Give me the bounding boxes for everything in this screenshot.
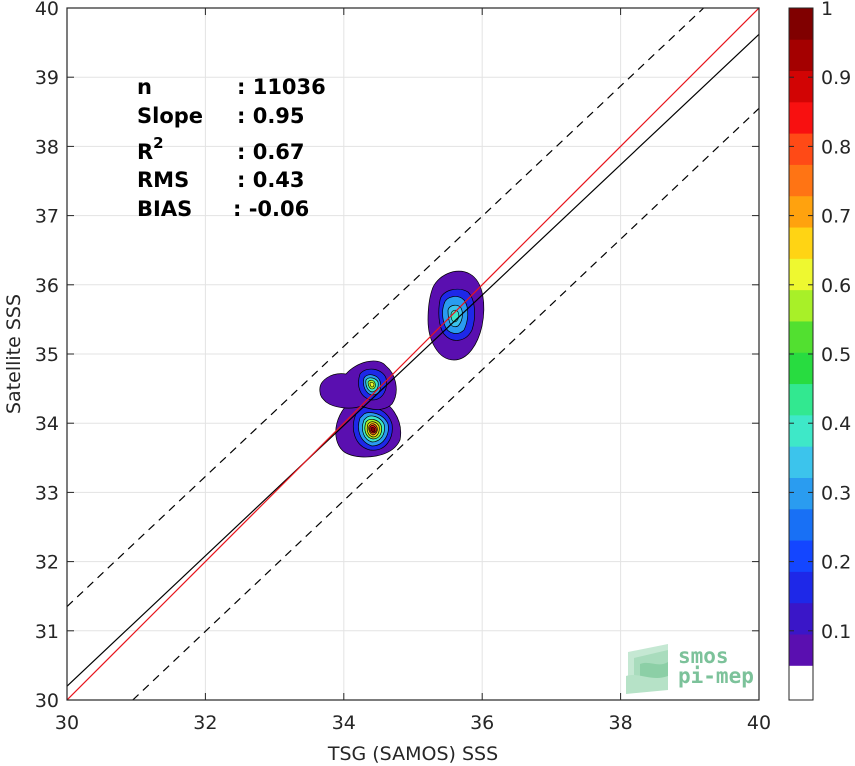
colorbar-segment [789,195,813,228]
colorbar-segment [789,101,813,134]
density-contours [319,270,485,458]
colorbar-segment [789,477,813,510]
colorbar-tick-label: 0.6 [821,275,851,297]
colorbar-tick-labels: 1 0.9 0.8 0.7 0.6 0.5 0.4 0.3 0.2 0.1 [821,0,851,643]
colorbar-segment [789,70,813,103]
y-axis-label: Satellite SSS [3,294,25,414]
x-tick-label: 38 [609,712,633,734]
y-tick-label: 34 [35,413,59,435]
colorbar-tick-label: 1 [821,0,833,20]
x-tick-label: 32 [193,712,217,734]
y-tick-label: 30 [35,690,59,712]
stat-r2-value: : 0.67 [237,140,305,164]
axis-ticks [66,7,760,701]
x-tick-labels: 30 32 34 36 38 40 [55,712,771,734]
colorbar-segment [789,383,813,416]
y-tick-label: 40 [35,0,59,20]
one-to-one-line [67,8,759,700]
y-tick-label: 33 [35,482,59,504]
stat-rms-label: RMS [137,168,189,192]
colorbar-segment [789,602,813,635]
colorbar-tick-label: 0.7 [821,206,851,228]
y-tick-label: 36 [35,275,59,297]
colorbar-segment [789,289,813,322]
stat-n-value: : 11036 [237,75,326,99]
colorbar-segment [789,446,813,478]
colorbar-segment [789,352,813,385]
stat-r2-label: R2 [137,134,164,164]
colorbar-segment [789,133,813,165]
colorbar-tick-label: 0.9 [821,67,851,89]
colorbar-segment [789,508,813,541]
colorbar-tick-label: 0.3 [821,482,851,504]
smos-pimep-logo: smos pi-mep [626,644,754,694]
colorbar [788,7,814,701]
colorbar-tick-label: 0.8 [821,136,851,158]
x-axis-label: TSG (SAMOS) SSS [327,743,498,765]
x-tick-label: 40 [747,712,771,734]
logo-text-line1: smos [678,644,729,668]
lower-bound-dashed-line [132,107,759,700]
y-tick-label: 39 [35,67,59,89]
density-cluster-lower [335,394,402,458]
logo-icon [626,644,668,694]
colorbar-tick-label: 0.2 [821,552,851,574]
logo-text-line2: pi-mep [678,664,754,688]
statistics-block: n : 11036 Slope : 0.95 R2 : 0.67 RMS : 0… [137,75,326,221]
colorbar-tick-label: 0.4 [821,413,851,435]
colorbar-segment [789,164,813,197]
stat-rms-value: : 0.43 [237,168,305,192]
y-tick-label: 31 [35,621,59,643]
colorbar-segment [789,540,813,572]
upper-bound-dashed-line [67,8,705,608]
stat-slope-label: Slope [137,104,203,128]
colorbar-tick-label: 0.5 [821,344,851,366]
y-tick-label: 32 [35,552,59,574]
y-tick-label: 38 [35,136,59,158]
colorbar-segment [789,665,813,700]
colorbar-segment [789,571,813,604]
x-tick-label: 36 [470,712,494,734]
colorbar-segment [789,321,813,353]
colorbar-segment [789,634,813,666]
stat-bias-label: BIAS [137,197,192,221]
colorbar-segment [789,227,813,259]
y-tick-labels: 30 31 32 33 34 35 36 37 38 39 40 [35,0,59,712]
regression-fit-line [67,33,759,687]
stat-bias-value: : -0.06 [233,197,309,221]
colorbar-segment [789,258,813,291]
y-tick-label: 37 [35,206,59,228]
x-tick-label: 34 [332,712,356,734]
x-tick-label: 30 [55,712,79,734]
y-tick-label: 35 [35,344,59,366]
colorbar-segment [789,39,813,72]
colorbar-segment [789,8,813,40]
reference-lines [67,8,759,700]
grid [66,7,760,701]
colorbar-tick-label: 0.1 [821,621,851,643]
stat-n-label: n [137,75,152,99]
stat-slope-value: : 0.95 [237,104,305,128]
colorbar-segment [789,414,813,447]
